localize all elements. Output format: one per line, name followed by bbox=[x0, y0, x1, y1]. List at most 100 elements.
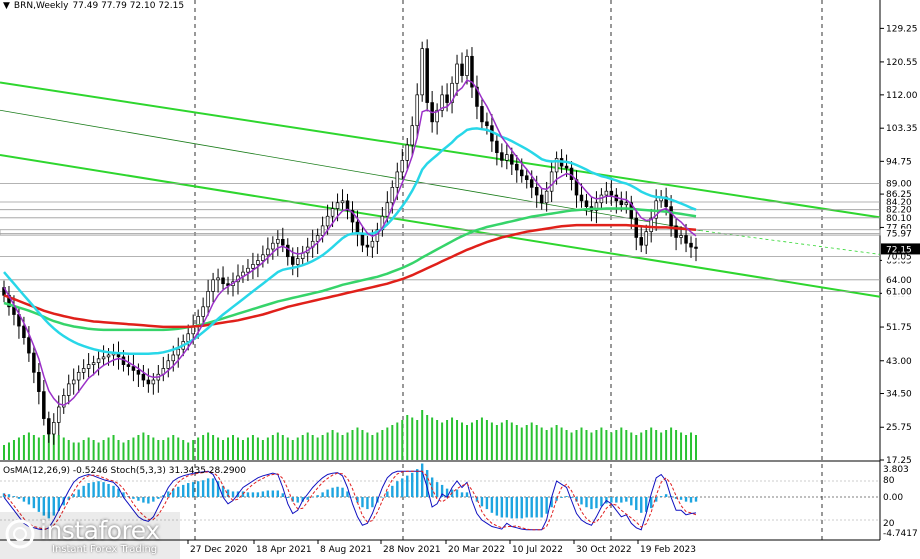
osma-bar bbox=[177, 486, 180, 497]
price-candle bbox=[286, 238, 290, 266]
volume-bar bbox=[102, 440, 105, 460]
volume-bar bbox=[17, 437, 20, 460]
volume-bar bbox=[366, 432, 369, 460]
volume-bar bbox=[485, 420, 488, 460]
price-candle bbox=[524, 168, 529, 189]
price-candle bbox=[400, 148, 405, 179]
price-candle bbox=[629, 195, 634, 229]
price-candle bbox=[544, 181, 549, 212]
price-candle bbox=[639, 225, 643, 253]
volume-bar bbox=[416, 420, 419, 460]
price-candle bbox=[694, 237, 698, 262]
osma-bar bbox=[555, 497, 558, 501]
osma-bar bbox=[112, 485, 115, 497]
volume-bar bbox=[391, 425, 394, 460]
volume-bar bbox=[217, 437, 220, 460]
volume-bar bbox=[107, 437, 110, 460]
osma-bar bbox=[92, 482, 95, 497]
time-tick-label: 30 Oct 2022 bbox=[576, 545, 632, 555]
osma-bar bbox=[610, 497, 613, 503]
volume-bar bbox=[52, 432, 55, 460]
osma-bar bbox=[341, 487, 344, 497]
price-tick-label: 103.35 bbox=[886, 124, 918, 134]
volume-bar bbox=[411, 417, 414, 460]
price-candle bbox=[161, 356, 166, 382]
price-candle bbox=[111, 343, 116, 366]
volume-bar bbox=[261, 440, 264, 460]
osma-bar bbox=[301, 497, 304, 502]
price-tick-label: 77.60 bbox=[886, 223, 912, 233]
price-candle bbox=[52, 413, 56, 445]
price-candle bbox=[251, 252, 255, 280]
volume-bar bbox=[291, 440, 294, 460]
level-label: 70.05 bbox=[886, 253, 912, 263]
volume-bar bbox=[346, 432, 349, 460]
osma-bar bbox=[182, 484, 185, 497]
price-candle bbox=[261, 245, 265, 268]
level-label: 84.20 bbox=[886, 198, 912, 208]
volume-bar bbox=[132, 437, 135, 460]
volume-bar bbox=[545, 430, 548, 460]
osma-bar bbox=[147, 497, 150, 504]
osc-tick-label: 80 bbox=[883, 476, 895, 486]
osma-bar bbox=[689, 497, 693, 503]
price-candle bbox=[156, 365, 161, 393]
price-candle bbox=[7, 286, 11, 316]
level-label-background bbox=[882, 228, 918, 239]
price-candle bbox=[141, 365, 146, 387]
osma-bar bbox=[684, 497, 688, 502]
osma-bar bbox=[654, 497, 658, 502]
volume-bar bbox=[232, 435, 235, 460]
ohlc-values: 77.49 77.79 72.10 72.15 bbox=[72, 1, 185, 11]
osma-bar bbox=[520, 497, 523, 519]
volume-bar bbox=[72, 442, 75, 460]
volume-bar bbox=[510, 422, 513, 460]
level-label-background bbox=[882, 178, 918, 189]
osma-bar bbox=[585, 497, 588, 508]
level-label: 89.00 bbox=[886, 179, 912, 189]
volume-bar bbox=[92, 440, 95, 460]
osma-bar bbox=[331, 487, 334, 497]
price-candle bbox=[201, 297, 205, 324]
osma-bar bbox=[306, 497, 309, 500]
osma-bar bbox=[221, 485, 225, 497]
volume-bar bbox=[670, 427, 673, 460]
price-candle bbox=[579, 183, 584, 208]
volume-bar bbox=[540, 427, 543, 460]
volume-bar bbox=[525, 425, 528, 460]
osma-bar bbox=[57, 497, 60, 511]
price-candle bbox=[644, 224, 648, 255]
price-candle bbox=[470, 47, 474, 98]
osma-bar bbox=[201, 480, 205, 497]
price-candle bbox=[634, 208, 639, 251]
volume-bar bbox=[3, 445, 5, 460]
volume-bar bbox=[500, 422, 503, 460]
collapse-triangle-icon[interactable]: ▼ bbox=[3, 1, 10, 11]
osma-bar bbox=[346, 491, 349, 497]
price-candle bbox=[295, 247, 300, 278]
volume-bar bbox=[386, 427, 389, 460]
price-candle bbox=[674, 218, 678, 251]
price-candle bbox=[345, 193, 350, 220]
osma-bar bbox=[416, 469, 419, 497]
volume-bar bbox=[147, 435, 150, 460]
osma-bar bbox=[679, 497, 683, 500]
price-candle bbox=[32, 346, 36, 384]
time-tick-label: 10 Jul 2022 bbox=[512, 545, 563, 555]
price-candle bbox=[380, 207, 385, 237]
level-label: 75.97 bbox=[886, 230, 912, 240]
osma-bar bbox=[595, 497, 598, 509]
osma-bar bbox=[167, 491, 170, 497]
osma-bar bbox=[600, 497, 603, 507]
osma-bar bbox=[12, 496, 16, 497]
osma-bar bbox=[550, 497, 553, 508]
volume-bar bbox=[660, 432, 663, 460]
osma-bar bbox=[82, 485, 85, 497]
osma-bar bbox=[22, 497, 26, 502]
price-candle bbox=[136, 363, 141, 387]
osma-bar bbox=[381, 497, 384, 498]
logo-mark-icon bbox=[0, 512, 180, 559]
volume-bar bbox=[520, 427, 523, 460]
osc-tick-label: 20 bbox=[883, 519, 895, 529]
